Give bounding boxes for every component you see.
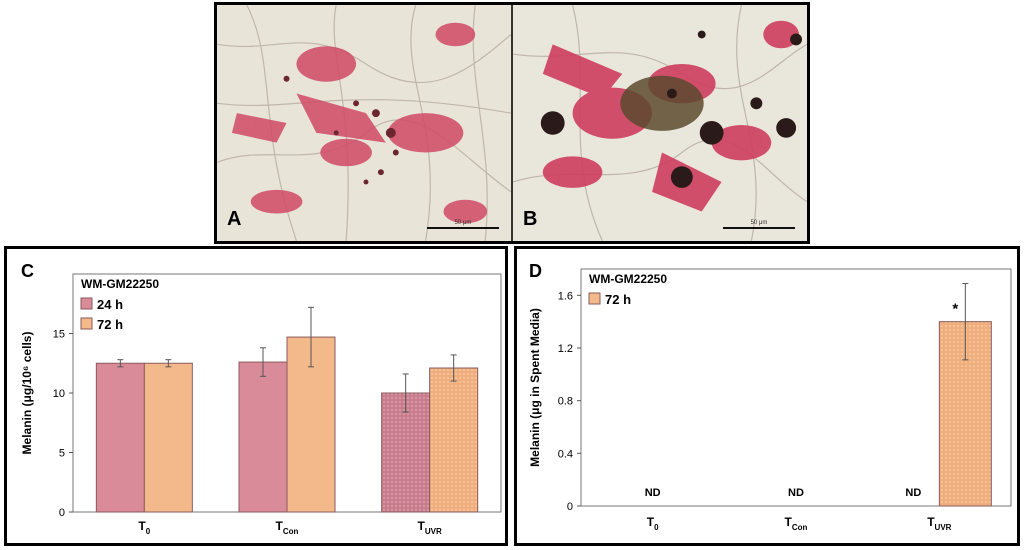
panel-c-label: C bbox=[21, 261, 34, 281]
y-tick-label-c: 10 bbox=[53, 388, 65, 400]
y-axis-title-d: Melanin (μg in Spent Media) bbox=[528, 308, 542, 467]
legend-title-c: WM-GM22250 bbox=[81, 277, 159, 291]
panel-a-label: A bbox=[227, 208, 242, 230]
micrograph-a: A 50 μm bbox=[217, 5, 513, 241]
micrograph-strip: A 50 μm bbox=[214, 2, 810, 244]
y-tick-label-d: 0.8 bbox=[558, 396, 573, 408]
scale-bar-b: 50 μm bbox=[723, 220, 795, 229]
bar-c bbox=[143, 362, 193, 513]
bar-c bbox=[95, 362, 145, 513]
nd-label-d: ND bbox=[645, 487, 661, 499]
bar-c bbox=[381, 392, 431, 513]
x-tick-label-c: T0 bbox=[138, 519, 150, 536]
micrograph-b: B 50 μm bbox=[513, 5, 807, 241]
x-tick-label-d: TCon bbox=[785, 515, 808, 532]
chart-panel-d: D 0 0.4 0.8 1.2 1.6 Melanin (μg in Spent Medi… bbox=[514, 246, 1020, 546]
y-tick-label-c: 0 bbox=[59, 507, 65, 519]
chart-panel-c: C 0 5 10 15 Melanin (μg/10⁶ cells) T0 TCon TUVR… bbox=[4, 246, 508, 546]
legend-label-c: 72 h bbox=[97, 317, 123, 332]
y-tick-label-d: 1.6 bbox=[558, 290, 573, 302]
legend-swatch-c bbox=[80, 317, 93, 330]
legend-label-c: 24 h bbox=[97, 297, 123, 312]
scale-bar-a: 50 μm bbox=[427, 220, 499, 229]
y-tick-label-d: 0 bbox=[567, 501, 573, 513]
y-tick-label-c: 5 bbox=[59, 448, 65, 460]
y-tick-label-c: 15 bbox=[53, 329, 65, 341]
scale-bar-b-label: 50 μm bbox=[750, 220, 768, 226]
micrograph-a-image bbox=[217, 5, 511, 241]
legend-swatch-d bbox=[588, 292, 601, 305]
x-tick-label-c: TUVR bbox=[418, 519, 442, 536]
x-tick-label-d: T0 bbox=[647, 515, 659, 532]
legend-swatch-c bbox=[80, 297, 93, 310]
y-tick-label-d: 1.2 bbox=[558, 343, 573, 355]
chart-c-svg: C 0 5 10 15 Melanin (μg/10⁶ cells) T0 TCon TUVR… bbox=[20, 261, 502, 536]
legend-label-d: 72 h bbox=[605, 292, 631, 307]
bar-c bbox=[429, 367, 479, 513]
panel-b-label: B bbox=[523, 208, 538, 230]
significance-marker: * bbox=[952, 300, 958, 317]
nd-label-d: ND bbox=[905, 487, 921, 499]
legend-title-d: WM-GM22250 bbox=[589, 272, 667, 286]
scale-bar-b-line bbox=[723, 227, 795, 229]
chart-d-svg: D 0 0.4 0.8 1.2 1.6 Melanin (μg in Spent Medi… bbox=[528, 261, 1012, 532]
y-axis-title-c: Melanin (μg/10⁶ cells) bbox=[20, 332, 34, 455]
nd-label-d: ND bbox=[788, 487, 804, 499]
scale-bar-a-line bbox=[427, 227, 499, 229]
bar-c bbox=[238, 361, 288, 513]
x-tick-label-c: TCon bbox=[276, 519, 299, 536]
panel-d-label: D bbox=[529, 261, 542, 281]
scale-bar-a-label: 50 μm bbox=[454, 220, 472, 226]
x-tick-label-d: TUVR bbox=[927, 515, 951, 532]
y-tick-label-d: 0.4 bbox=[558, 448, 573, 460]
micrograph-b-image bbox=[513, 5, 807, 241]
